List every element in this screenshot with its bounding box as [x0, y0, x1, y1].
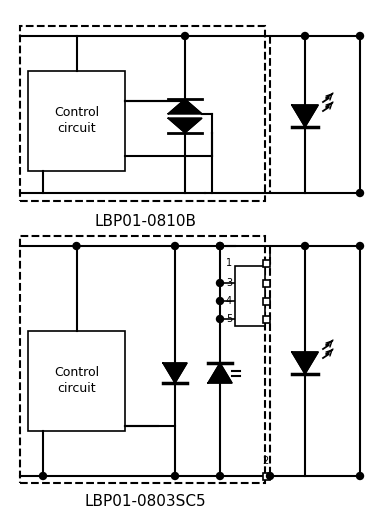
Text: circuit: circuit	[57, 123, 96, 135]
Circle shape	[356, 190, 364, 196]
Text: 5: 5	[226, 314, 232, 324]
Circle shape	[356, 32, 364, 39]
Text: Control: Control	[54, 366, 99, 380]
Circle shape	[172, 243, 178, 250]
Circle shape	[217, 297, 223, 304]
Polygon shape	[292, 105, 318, 127]
Text: 2: 2	[262, 456, 268, 466]
Bar	[262, 473, 270, 479]
Text: 4: 4	[226, 296, 232, 306]
Polygon shape	[168, 99, 202, 114]
Circle shape	[172, 473, 178, 479]
Polygon shape	[292, 352, 318, 374]
Text: LBP01-0803SC5: LBP01-0803SC5	[84, 493, 206, 509]
Circle shape	[266, 473, 274, 479]
Text: Control: Control	[54, 107, 99, 119]
Text: 1: 1	[226, 258, 232, 268]
Bar	[262, 297, 270, 304]
Circle shape	[217, 279, 223, 287]
Circle shape	[39, 473, 46, 479]
Polygon shape	[208, 363, 232, 383]
Circle shape	[302, 243, 308, 250]
Text: 3: 3	[226, 278, 232, 288]
Bar	[262, 279, 270, 287]
Text: LBP01-0810B: LBP01-0810B	[94, 213, 196, 228]
Bar	[235, 266, 265, 326]
Circle shape	[217, 315, 223, 322]
Bar	[262, 315, 270, 322]
Circle shape	[302, 32, 308, 39]
Circle shape	[217, 243, 223, 250]
Polygon shape	[163, 363, 187, 383]
Circle shape	[356, 243, 364, 250]
Polygon shape	[168, 118, 202, 133]
FancyBboxPatch shape	[28, 71, 125, 171]
FancyBboxPatch shape	[28, 331, 125, 431]
Circle shape	[356, 473, 364, 479]
Circle shape	[217, 473, 223, 479]
Text: circuit: circuit	[57, 382, 96, 396]
Circle shape	[73, 243, 80, 250]
Bar	[262, 260, 270, 267]
Circle shape	[217, 243, 223, 250]
Circle shape	[181, 32, 189, 39]
